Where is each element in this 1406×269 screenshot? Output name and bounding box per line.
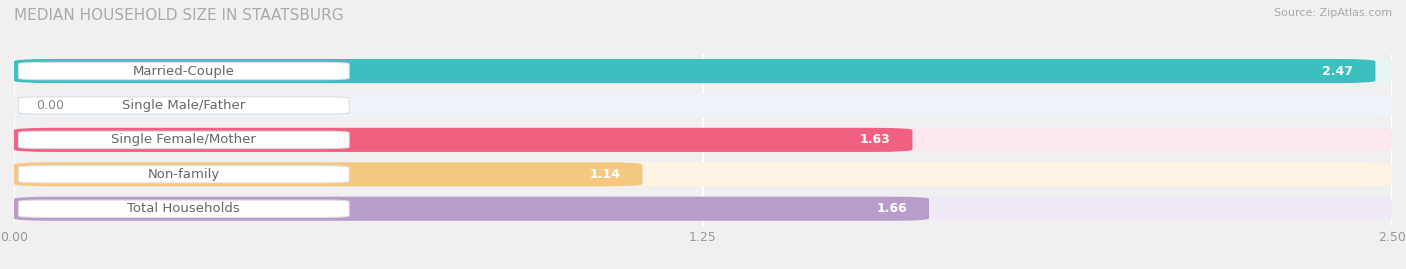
FancyBboxPatch shape xyxy=(14,59,1392,83)
FancyBboxPatch shape xyxy=(14,197,929,221)
FancyBboxPatch shape xyxy=(14,162,643,186)
Text: MEDIAN HOUSEHOLD SIZE IN STAATSBURG: MEDIAN HOUSEHOLD SIZE IN STAATSBURG xyxy=(14,8,343,23)
Text: 1.14: 1.14 xyxy=(589,168,620,181)
FancyBboxPatch shape xyxy=(14,197,1392,221)
Text: 1.66: 1.66 xyxy=(876,202,907,215)
Text: Total Households: Total Households xyxy=(128,202,240,215)
Text: Single Male/Father: Single Male/Father xyxy=(122,99,246,112)
FancyBboxPatch shape xyxy=(18,200,349,217)
FancyBboxPatch shape xyxy=(18,131,349,148)
FancyBboxPatch shape xyxy=(18,97,349,114)
Text: Married-Couple: Married-Couple xyxy=(134,65,235,77)
FancyBboxPatch shape xyxy=(14,162,1392,186)
Text: Single Female/Mother: Single Female/Mother xyxy=(111,133,256,146)
Text: Source: ZipAtlas.com: Source: ZipAtlas.com xyxy=(1274,8,1392,18)
FancyBboxPatch shape xyxy=(14,59,1375,83)
FancyBboxPatch shape xyxy=(18,62,349,80)
Text: Non-family: Non-family xyxy=(148,168,219,181)
FancyBboxPatch shape xyxy=(14,128,1392,152)
FancyBboxPatch shape xyxy=(14,128,912,152)
Text: 2.47: 2.47 xyxy=(1323,65,1354,77)
FancyBboxPatch shape xyxy=(14,93,1392,118)
FancyBboxPatch shape xyxy=(18,166,349,183)
Text: 0.00: 0.00 xyxy=(37,99,65,112)
Text: 1.63: 1.63 xyxy=(859,133,890,146)
